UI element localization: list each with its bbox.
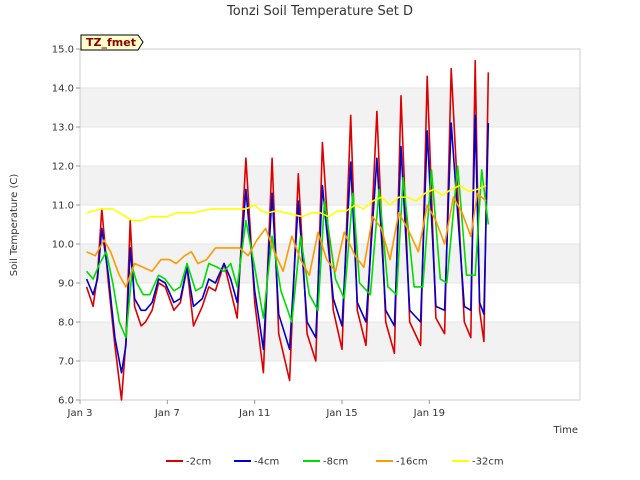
y-tick-label: 10.0 [52, 240, 74, 251]
legend-label: -8cm [323, 457, 348, 468]
y-tick-label: 11.0 [52, 201, 74, 212]
y-tick-label: 13.0 [52, 123, 74, 134]
x-axis-ticks: Jan 3 Jan 7 Jan 11 Jan 15 Jan 19 [67, 400, 445, 419]
x-tick-label: Jan 19 [413, 408, 445, 419]
series-lines [85, 59, 490, 401]
x-tick-label: Jan 15 [325, 408, 357, 419]
grid-band [80, 322, 580, 361]
x-tick-label: Jan 7 [154, 408, 180, 419]
y-tick-label: 9.0 [58, 279, 74, 290]
x-tick-label: Jan 11 [238, 408, 270, 419]
chart-title: Tonzi Soil Temperature Set D [226, 4, 413, 19]
y-axis-label: Soil Temperature (C) [9, 174, 20, 277]
legend-label: -4cm [254, 457, 279, 468]
x-tick-label: Jan 3 [67, 408, 93, 419]
x-axis-label: Time [553, 425, 578, 436]
legend-label: -32cm [472, 457, 504, 468]
series-line-minus-32cm [86, 184, 487, 222]
annotation-background [80, 34, 144, 51]
y-tick-label: 12.0 [52, 162, 74, 173]
annotation-label: TZ_fmet [86, 36, 136, 49]
series-line-minus-8cm [85, 165, 490, 339]
legend: -2cm -4cm -8cm -16cm -32cm [166, 457, 504, 468]
background-bands [80, 88, 580, 361]
annotation-box: TZ_fmet [80, 34, 144, 51]
y-tick-label: 6.0 [58, 396, 74, 407]
y-tick-label: 8.0 [58, 318, 74, 329]
series-line-minus-16cm [86, 192, 487, 288]
y-tick-label: 15.0 [52, 45, 74, 56]
legend-label: -2cm [186, 457, 211, 468]
grid-band [80, 88, 580, 127]
plot-frame [79, 48, 581, 401]
legend-label: -16cm [396, 457, 428, 468]
y-axis-ticks: 6.0 7.0 8.0 9.0 10.0 11.0 12.0 13.0 14.0 15.0 [52, 45, 80, 407]
y-tick-label: 7.0 [58, 357, 74, 368]
y-tick-label: 14.0 [52, 84, 74, 95]
grid-band [80, 166, 580, 205]
